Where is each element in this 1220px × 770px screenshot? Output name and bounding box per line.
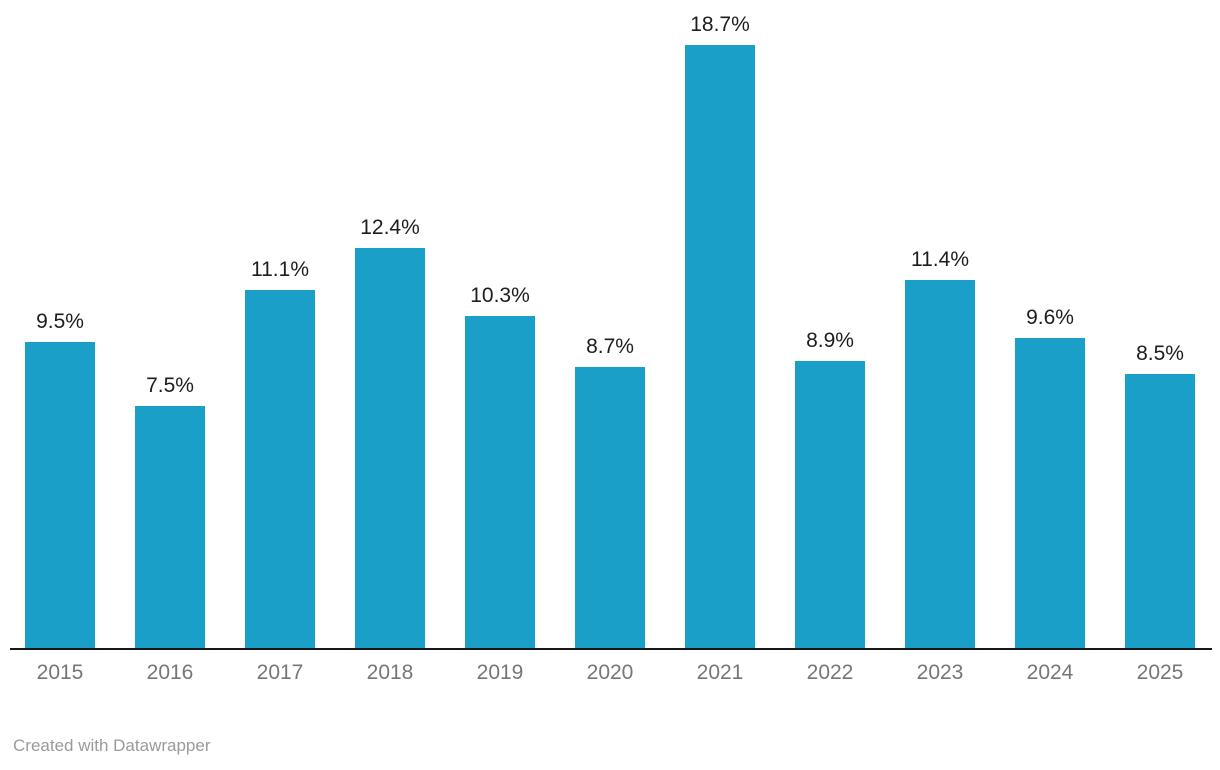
x-axis-label: 2015 bbox=[36, 661, 84, 684]
x-axis-label: 2020 bbox=[586, 661, 634, 684]
bar-column: 9.6% bbox=[995, 305, 1105, 648]
bar bbox=[25, 342, 95, 648]
bar bbox=[795, 361, 865, 648]
bar bbox=[575, 367, 645, 648]
bar bbox=[1125, 374, 1195, 648]
bar-value-label: 8.9% bbox=[806, 329, 854, 352]
x-axis-label: 2025 bbox=[1136, 661, 1184, 684]
bar-value-label: 7.5% bbox=[146, 374, 194, 397]
bar-column: 11.4% bbox=[885, 247, 995, 648]
bar-column: 10.3% bbox=[445, 283, 555, 648]
plot-area: 9.5% 7.5% 11.1% 12.4% 10.3% 8.7% 18.7% 8.9% 11.4… bbox=[5, 0, 1215, 648]
bar bbox=[355, 248, 425, 648]
bar-value-label: 9.5% bbox=[36, 310, 84, 333]
bar bbox=[905, 280, 975, 648]
bar bbox=[245, 290, 315, 648]
bar-column: 11.1% bbox=[225, 257, 335, 648]
bar-value-label: 12.4% bbox=[360, 216, 420, 239]
x-axis-label: 2021 bbox=[696, 661, 744, 684]
bar-column: 9.5% bbox=[5, 309, 115, 648]
bar-column: 8.5% bbox=[1105, 341, 1215, 648]
bar bbox=[135, 406, 205, 648]
bar bbox=[465, 316, 535, 648]
x-axis-labels: 2015 2016 2017 2018 2019 2020 2021 2022 2023 2024… bbox=[5, 661, 1215, 685]
bar-value-label: 8.7% bbox=[586, 335, 634, 358]
bar-value-label: 8.5% bbox=[1136, 342, 1184, 365]
bar-column: 8.9% bbox=[775, 328, 885, 648]
bar-column: 18.7% bbox=[665, 12, 775, 648]
x-axis-label: 2017 bbox=[256, 661, 304, 684]
x-axis-label: 2018 bbox=[366, 661, 414, 684]
bar bbox=[685, 45, 755, 648]
x-axis-label: 2023 bbox=[916, 661, 964, 684]
x-axis-label: 2016 bbox=[146, 661, 194, 684]
bar-column: 8.7% bbox=[555, 334, 665, 648]
bar-column: 7.5% bbox=[115, 373, 225, 648]
bar-value-label: 11.4% bbox=[911, 248, 969, 271]
bar-value-label: 18.7% bbox=[690, 13, 750, 36]
bar-value-label: 9.6% bbox=[1026, 306, 1074, 329]
x-axis-label: 2024 bbox=[1026, 661, 1074, 684]
x-axis-label: 2019 bbox=[476, 661, 524, 684]
x-axis-label: 2022 bbox=[806, 661, 854, 684]
bar bbox=[1015, 338, 1085, 648]
datawrapper-attribution-link[interactable]: Created with Datawrapper bbox=[13, 736, 211, 755]
bar-value-label: 10.3% bbox=[470, 284, 530, 307]
bar-value-label: 11.1% bbox=[251, 258, 309, 281]
x-axis-line bbox=[10, 648, 1212, 650]
bar-column: 12.4% bbox=[335, 215, 445, 648]
